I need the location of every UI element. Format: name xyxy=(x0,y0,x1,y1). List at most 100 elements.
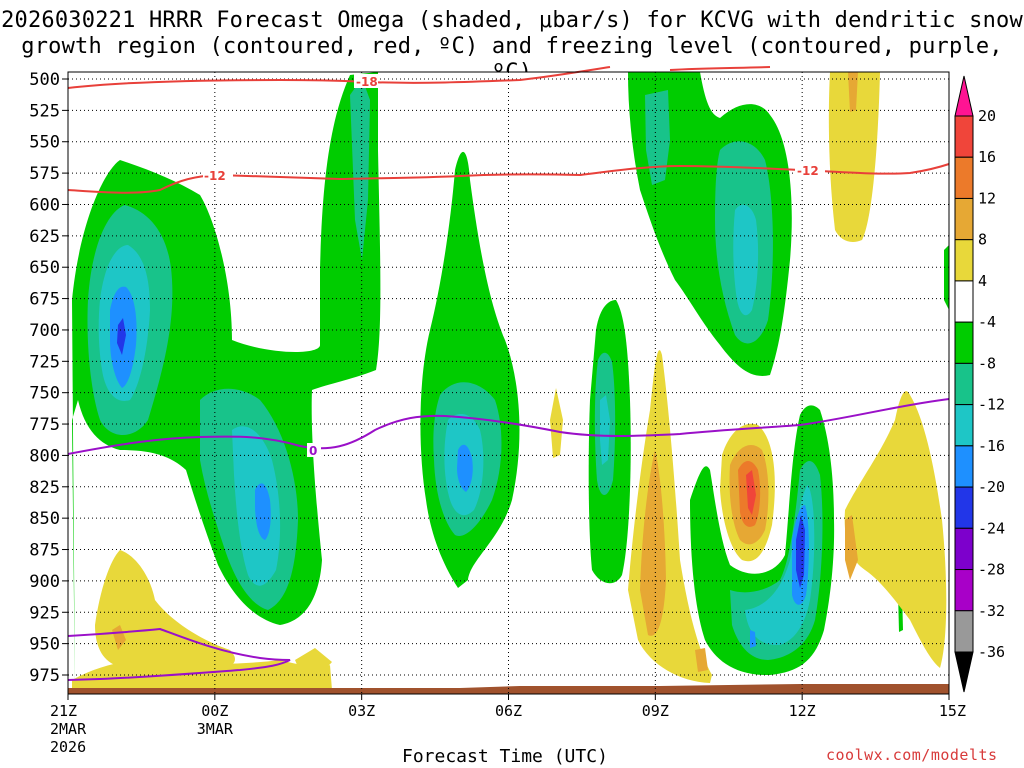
x-tick-label: 00Z xyxy=(201,702,228,720)
colorbar-label: -32 xyxy=(978,602,1005,620)
omega-fill-yellow xyxy=(72,660,332,694)
omega-fill-blue xyxy=(457,444,473,492)
y-tick-label: 650 xyxy=(29,258,60,278)
colorbar-swatch xyxy=(954,197,974,241)
contour-label-bg xyxy=(354,74,378,88)
y-tick-label: 525 xyxy=(29,101,60,121)
y-tick-label: 750 xyxy=(29,384,60,404)
colorbar: 20 16 12 8 4 -4 -8 -12 -16 -20 -24 -28 -32 -36 xyxy=(954,75,1005,693)
y-tick-label: 625 xyxy=(29,227,60,247)
colorbar-label: 12 xyxy=(978,189,996,207)
y-tick-label: 700 xyxy=(29,321,60,341)
y-tick-label: 550 xyxy=(29,133,60,153)
colorbar-label: -8 xyxy=(978,354,996,372)
y-tick-label: 850 xyxy=(29,509,60,529)
x-tick-date: 2MAR xyxy=(50,720,87,738)
omega-fill-darkblue xyxy=(796,515,805,588)
y-tick-label: 725 xyxy=(29,352,60,372)
colorbar-swatch xyxy=(954,404,974,447)
contour-labels: -18 -12 -12 0 xyxy=(203,74,825,458)
contour-label-bg xyxy=(795,163,825,177)
omega-fill-yellow xyxy=(95,550,235,670)
omega-fill-green xyxy=(700,552,716,588)
colorbar-label: -4 xyxy=(978,313,996,331)
x-tick-year: 2026 xyxy=(50,738,86,756)
contour-line-freezing-low xyxy=(67,627,291,681)
contour-label-bg xyxy=(307,443,321,457)
colorbar-swatch xyxy=(954,156,974,199)
colorbar-swatch xyxy=(954,610,974,653)
contour-label-freezing: 0 xyxy=(309,444,317,458)
colorbar-swatch xyxy=(954,486,974,529)
y-tick-label: 500 xyxy=(29,70,60,90)
y-tick-label: 875 xyxy=(29,541,60,561)
x-tick-label: 03Z xyxy=(348,702,375,720)
omega-fill-cyan xyxy=(600,395,610,465)
y-tick-label: 775 xyxy=(29,415,60,435)
colorbar-swatch xyxy=(954,321,974,364)
colorbar-swatch xyxy=(954,569,974,612)
contour-line-minus12 xyxy=(67,163,950,194)
y-tick-label: 600 xyxy=(29,195,60,215)
omega-fill-yellow xyxy=(844,391,947,668)
x-tick-label: 15Z xyxy=(939,702,966,720)
colorbar-arrow-top xyxy=(954,75,974,117)
colorbar-label: -24 xyxy=(978,519,1005,537)
colorbar-swatch xyxy=(954,527,974,571)
chart-title-line1: 2026030221 HRRR Forecast Omega (shaded, … xyxy=(1,8,1023,33)
omega-fill-cyan xyxy=(733,204,759,316)
contour-label-bg xyxy=(203,168,233,182)
watermark-link[interactable]: coolwx.com/modelts xyxy=(826,746,998,764)
omega-fill-red xyxy=(746,470,756,515)
colorbar-label: 20 xyxy=(978,107,996,125)
y-tick-label: 675 xyxy=(29,290,60,310)
y-tick-label: 975 xyxy=(29,666,60,686)
y-tick-label: 825 xyxy=(29,478,60,498)
omega-fill-blue xyxy=(255,483,271,540)
colorbar-swatch xyxy=(954,362,974,406)
omega-fill-darkblue xyxy=(117,318,126,355)
y-tick-label: 925 xyxy=(29,603,60,623)
colorbar-swatch xyxy=(954,115,974,158)
y-tick-label: 900 xyxy=(29,572,60,592)
colorbar-label: 4 xyxy=(978,272,987,290)
colorbar-label: -20 xyxy=(978,478,1005,496)
omega-fill-lightgreen xyxy=(645,90,670,185)
colorbar-swatch xyxy=(954,445,974,488)
contour-label-minus18: -18 xyxy=(356,75,378,89)
y-tick-label: 575 xyxy=(29,164,60,184)
omega-fill-orange xyxy=(845,515,858,580)
colorbar-label: -16 xyxy=(978,437,1005,455)
chart-title-line2: growth region (contoured, red, ºC) and f… xyxy=(21,34,1003,85)
contour-label-minus12-right: -12 xyxy=(797,164,819,178)
grid xyxy=(68,72,949,694)
omega-fill-orange xyxy=(695,648,708,672)
colorbar-swatch xyxy=(954,239,974,282)
contour-line-minus18b xyxy=(669,66,771,71)
colorbar-label: 16 xyxy=(978,148,996,166)
y-tick-label: 950 xyxy=(29,635,60,655)
x-tick-label: 21Z xyxy=(50,702,77,720)
x-axis-title: Forecast Time (UTC) xyxy=(402,746,608,767)
omega-fill-green xyxy=(944,245,949,310)
colorbar-swatch xyxy=(954,280,974,323)
colorbar-label: 8 xyxy=(978,231,987,249)
omega-fill-blue xyxy=(750,630,756,648)
omega-fill-yellow xyxy=(295,648,332,675)
y-axis: 500 525 550 575 600 625 650 675 700 725 750 775 800 8… xyxy=(29,70,68,686)
x-tick-label: 06Z xyxy=(495,702,522,720)
omega-fill-orange xyxy=(848,72,858,112)
omega-fill-yellow xyxy=(550,388,563,458)
x-tick-date: 3MAR xyxy=(197,720,234,738)
y-tick-label: 800 xyxy=(29,446,60,466)
colorbar-label: -12 xyxy=(978,396,1005,414)
omega-shading xyxy=(72,72,949,694)
colorbar-arrow-bottom xyxy=(954,651,974,693)
contour-label-minus12-left: -12 xyxy=(204,169,226,183)
omega-fill-orange xyxy=(640,450,666,636)
colorbar-label: -28 xyxy=(978,561,1005,579)
omega-fill-yellow xyxy=(828,72,880,242)
colorbar-label: -36 xyxy=(978,643,1005,661)
